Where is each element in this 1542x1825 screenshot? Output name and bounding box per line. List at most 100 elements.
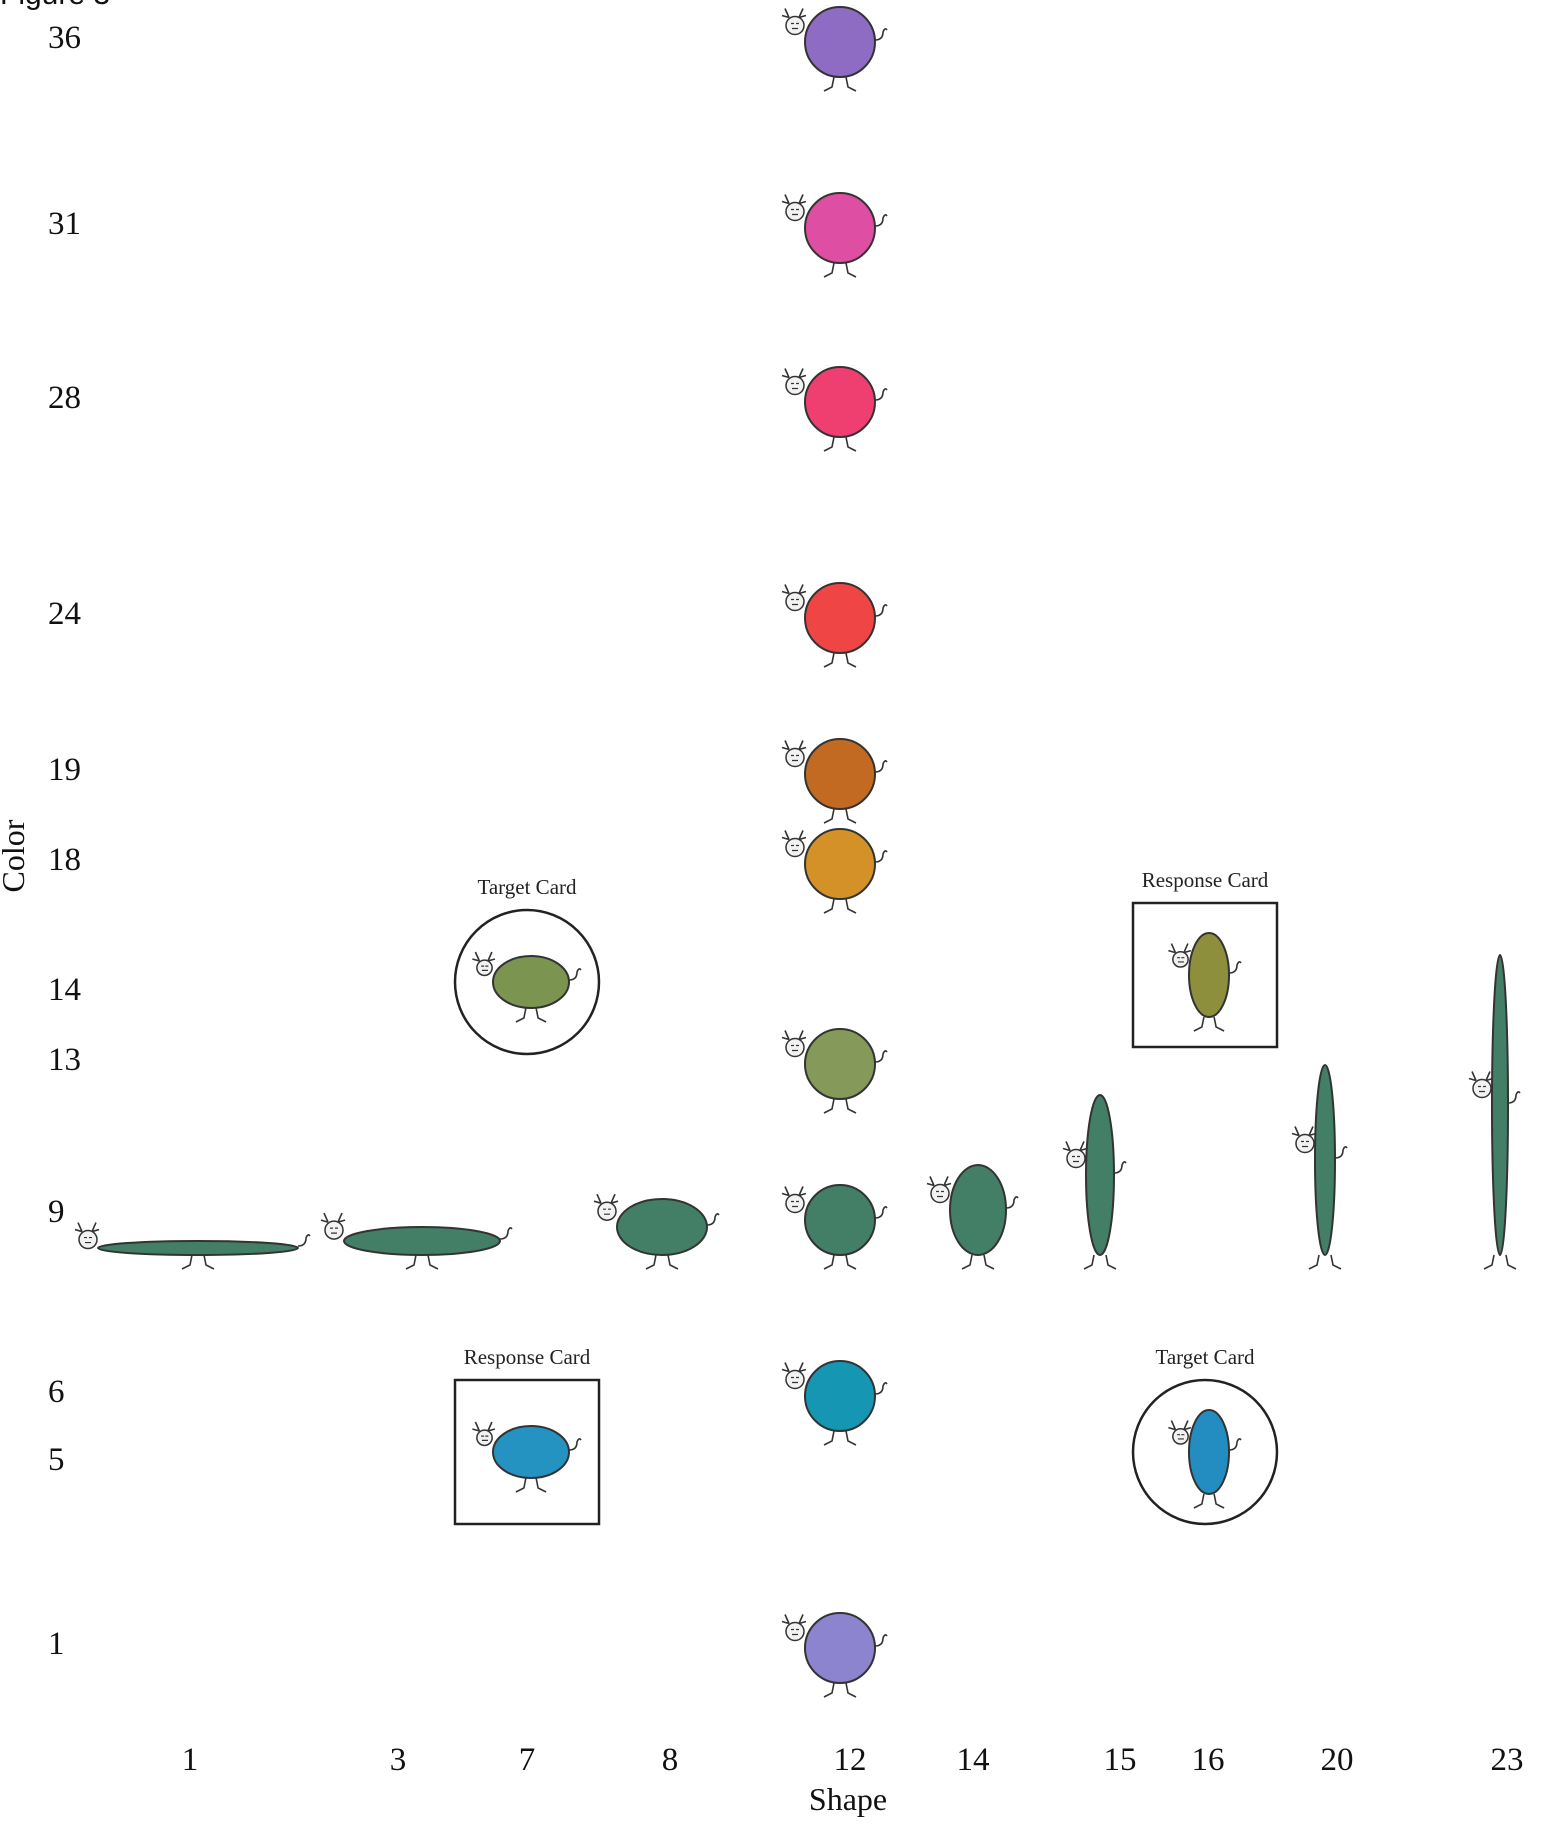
creature-face [481,1435,489,1441]
creature-legs [961,1254,995,1270]
creature-arm [499,1227,513,1240]
creature [781,738,888,824]
creature-body [949,1164,1007,1256]
antennae [1468,1071,1494,1082]
creature-arm [297,1234,311,1247]
creature-face [1478,1085,1486,1093]
creature-arm [1228,1438,1242,1451]
creature-arm [1113,1161,1127,1174]
creature-arm [874,28,888,41]
creature-legs [823,1430,857,1446]
creature [472,1421,582,1493]
creature-legs [181,1254,215,1270]
antennae [1291,1126,1317,1137]
creature-body [492,955,570,1009]
response-card: Response Card [1131,868,1279,1049]
creature-body [804,738,876,810]
creature-arm [874,1050,888,1063]
creature-arm [874,388,888,401]
creature-face [1177,957,1185,963]
x-tick-label: 1 [182,1742,199,1778]
creature-face [936,1190,944,1198]
y-tick-label: 24 [48,596,81,632]
creature-body [492,1425,570,1479]
creature-legs [823,1682,857,1698]
creature-head [1472,1078,1492,1099]
antennae [472,951,496,962]
target-card: Target Card [1131,1345,1279,1526]
creature-head [930,1183,950,1204]
creature-legs [823,898,857,914]
antennae [74,1222,100,1233]
y-tick-label: 36 [48,20,81,56]
creature-body [804,828,876,900]
creature [1062,1094,1127,1270]
creature-body [804,192,876,264]
antennae [593,1193,619,1204]
creature-head [785,1193,805,1214]
card-title: Response Card [464,1345,591,1369]
creature-legs [515,1477,547,1493]
creature-face [603,1208,611,1215]
antennae [781,830,807,841]
creature-face [1301,1140,1309,1148]
creature-legs [645,1254,679,1270]
y-tick-label: 19 [48,752,81,788]
antennae [320,1212,346,1223]
creature-arm [874,760,888,773]
creature-arm [874,214,888,227]
creature-body [1188,1409,1230,1495]
creature-legs [1193,1493,1225,1509]
x-tick-label: 14 [957,1742,990,1778]
creature-arm [706,1213,720,1226]
creature-head [785,15,805,36]
creature-face [791,1044,799,1052]
card-title: Response Card [1142,868,1269,892]
y-tick-label: 6 [48,1374,65,1410]
y-tick-label: 9 [48,1194,65,1230]
creature-legs [823,1254,857,1270]
creature [781,582,888,668]
creature-legs [1308,1254,1342,1270]
creature-head [785,1037,805,1058]
creature [781,192,888,278]
creature-body [804,366,876,438]
card-title: Target Card [477,875,577,899]
creature-face [1177,1434,1185,1440]
response-card: Response Card [453,1345,601,1526]
creature-head [785,375,805,396]
creature [1168,1409,1242,1509]
creature-face [791,1628,799,1636]
y-tick-label: 18 [48,842,81,878]
y-tick-label: 13 [48,1042,81,1078]
creature-body [804,1184,876,1256]
creature-head [1295,1133,1315,1154]
creature-head [785,1621,805,1642]
creature-arm [1005,1196,1019,1209]
y-axis-title: Color [0,819,31,892]
antennae [781,1614,807,1625]
creature-body [343,1226,501,1256]
creature-head [1172,1428,1189,1445]
creature-body [97,1240,299,1256]
creature-body [804,6,876,78]
creature-face [791,754,799,762]
creature [472,951,582,1023]
x-tick-label: 15 [1104,1742,1137,1778]
creature-head [78,1229,98,1250]
creature-arm [1228,961,1242,974]
creature-legs [515,1007,547,1023]
creature-head [785,201,805,222]
creature-face [791,1200,799,1208]
creature-legs [823,808,857,824]
antennae [781,584,807,595]
creature-head [785,747,805,768]
creature-head [785,837,805,858]
creature-face [330,1227,338,1234]
x-tick-label: 20 [1321,1742,1354,1778]
card-title: Target Card [1155,1345,1255,1369]
creature-body [1085,1094,1115,1256]
antennae [781,1186,807,1197]
antennae [1168,1420,1192,1431]
